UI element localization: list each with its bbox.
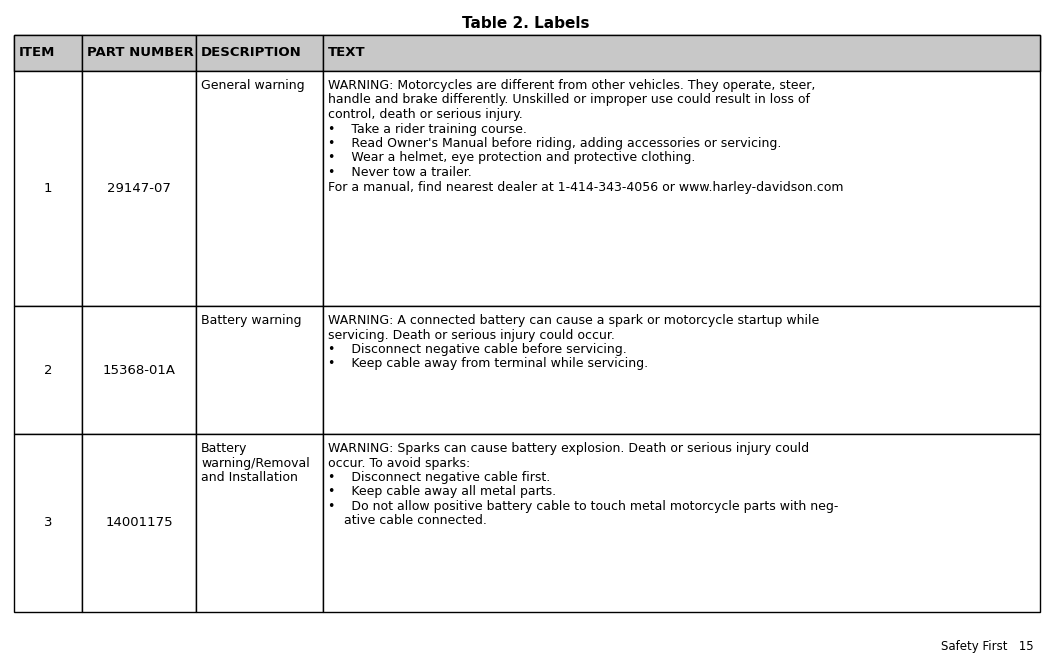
- Text: Table 2. Labels: Table 2. Labels: [462, 16, 590, 31]
- Text: WARNING: A connected battery can cause a spark or motorcycle startup while: WARNING: A connected battery can cause a…: [328, 314, 820, 327]
- Bar: [14, 35, 82, 71]
- Text: General warning: General warning: [201, 79, 305, 92]
- Bar: [196, 434, 323, 612]
- Text: and Installation: and Installation: [201, 471, 298, 484]
- Bar: [82, 35, 196, 71]
- Text: •    Never tow a trailer.: • Never tow a trailer.: [328, 166, 471, 179]
- Text: handle and brake differently. Unskilled or improper use could result in loss of: handle and brake differently. Unskilled …: [328, 93, 810, 107]
- Bar: [196, 35, 323, 71]
- Text: 1: 1: [44, 182, 53, 195]
- Text: 3: 3: [44, 516, 53, 530]
- Bar: [323, 306, 1040, 434]
- Text: 15368-01A: 15368-01A: [102, 364, 176, 376]
- Text: Safety First   15: Safety First 15: [942, 640, 1034, 653]
- Text: 2: 2: [44, 364, 53, 376]
- Text: •    Do not allow positive battery cable to touch metal motorcycle parts with ne: • Do not allow positive battery cable to…: [328, 500, 838, 513]
- Text: •    Read Owner's Manual before riding, adding accessories or servicing.: • Read Owner's Manual before riding, add…: [328, 137, 782, 150]
- Bar: [196, 306, 323, 434]
- Text: TEXT: TEXT: [328, 47, 366, 59]
- Text: WARNING: Motorcycles are different from other vehicles. They operate, steer,: WARNING: Motorcycles are different from …: [328, 79, 815, 92]
- Text: DESCRIPTION: DESCRIPTION: [201, 47, 302, 59]
- Text: •    Keep cable away from terminal while servicing.: • Keep cable away from terminal while se…: [328, 358, 648, 370]
- Text: •    Take a rider training course.: • Take a rider training course.: [328, 123, 527, 135]
- Text: 14001175: 14001175: [105, 516, 173, 530]
- Bar: [82, 71, 196, 306]
- Text: For a manual, find nearest dealer at 1-414-343-4056 or www.harley-davidson.com: For a manual, find nearest dealer at 1-4…: [328, 181, 844, 193]
- Bar: [14, 434, 82, 612]
- Bar: [323, 35, 1040, 71]
- Bar: [14, 71, 82, 306]
- Text: warning/Removal: warning/Removal: [201, 456, 309, 470]
- Text: control, death or serious injury.: control, death or serious injury.: [328, 108, 523, 121]
- Bar: [323, 71, 1040, 306]
- Text: •    Disconnect negative cable first.: • Disconnect negative cable first.: [328, 471, 550, 484]
- Text: •    Wear a helmet, eye protection and protective clothing.: • Wear a helmet, eye protection and prot…: [328, 151, 695, 165]
- Text: •    Keep cable away all metal parts.: • Keep cable away all metal parts.: [328, 486, 557, 498]
- Text: occur. To avoid sparks:: occur. To avoid sparks:: [328, 456, 470, 470]
- Text: WARNING: Sparks can cause battery explosion. Death or serious injury could: WARNING: Sparks can cause battery explos…: [328, 442, 809, 455]
- Text: PART NUMBER: PART NUMBER: [87, 47, 194, 59]
- Bar: [14, 306, 82, 434]
- Text: ITEM: ITEM: [19, 47, 56, 59]
- Text: Battery: Battery: [201, 442, 247, 455]
- Bar: [196, 71, 323, 306]
- Bar: [82, 434, 196, 612]
- Text: ative cable connected.: ative cable connected.: [328, 514, 487, 528]
- Bar: [14, 35, 1040, 71]
- Text: servicing. Death or serious injury could occur.: servicing. Death or serious injury could…: [328, 329, 614, 342]
- Bar: [82, 306, 196, 434]
- Text: 29147-07: 29147-07: [107, 182, 170, 195]
- Bar: [323, 434, 1040, 612]
- Text: •    Disconnect negative cable before servicing.: • Disconnect negative cable before servi…: [328, 343, 627, 356]
- Text: Battery warning: Battery warning: [201, 314, 302, 327]
